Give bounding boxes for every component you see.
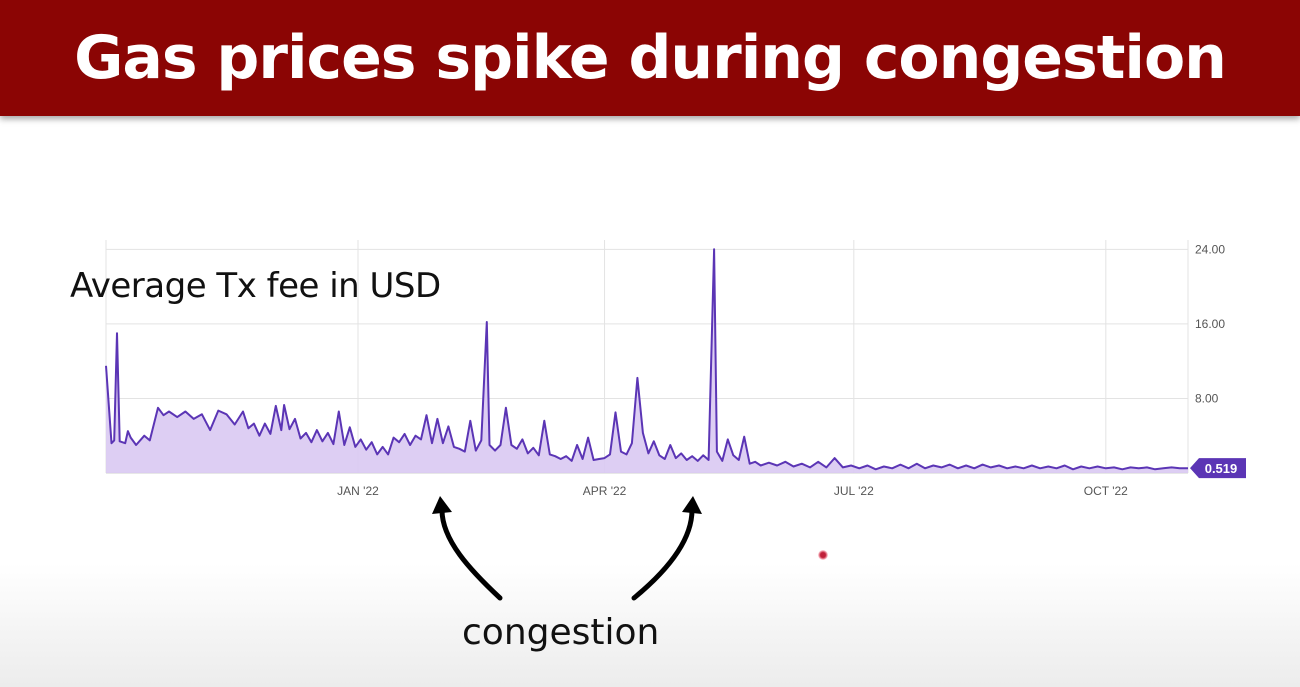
slide-title: Gas prices spike during congestion — [74, 23, 1227, 93]
fee-area — [106, 249, 1188, 473]
arrow-right-shaft — [631, 507, 695, 601]
x-tick-label: APR '22 — [583, 484, 627, 498]
last-value-badge: 0.519 — [1190, 458, 1246, 479]
chart-title: Average Tx fee in USD — [70, 266, 441, 306]
y-tick-label: 24.00 — [1195, 242, 1225, 256]
fee-line — [105, 248, 1189, 471]
chart-ticks: 8.00 16.00 24.00 JAN '22 APR '22 JUL '22 OCT '… — [337, 242, 1225, 498]
x-tick-label: JUL '22 — [834, 484, 874, 498]
title-banner: Gas prices spike during congestion — [0, 0, 1300, 116]
y-tick-label: 16.00 — [1195, 317, 1225, 331]
badge-background — [1190, 458, 1246, 479]
arrow-right-head — [682, 496, 702, 514]
x-tick-label: OCT '22 — [1084, 484, 1128, 498]
arrow-left-shaft — [439, 507, 503, 601]
congestion-arrows — [432, 496, 702, 601]
congestion-label: congestion — [462, 612, 660, 653]
x-tick-label: JAN '22 — [337, 484, 379, 498]
pointer-dot — [818, 550, 828, 560]
last-value-label: 0.519 — [1205, 461, 1238, 476]
y-tick-label: 8.00 — [1195, 391, 1219, 405]
arrow-left-head — [432, 496, 452, 514]
